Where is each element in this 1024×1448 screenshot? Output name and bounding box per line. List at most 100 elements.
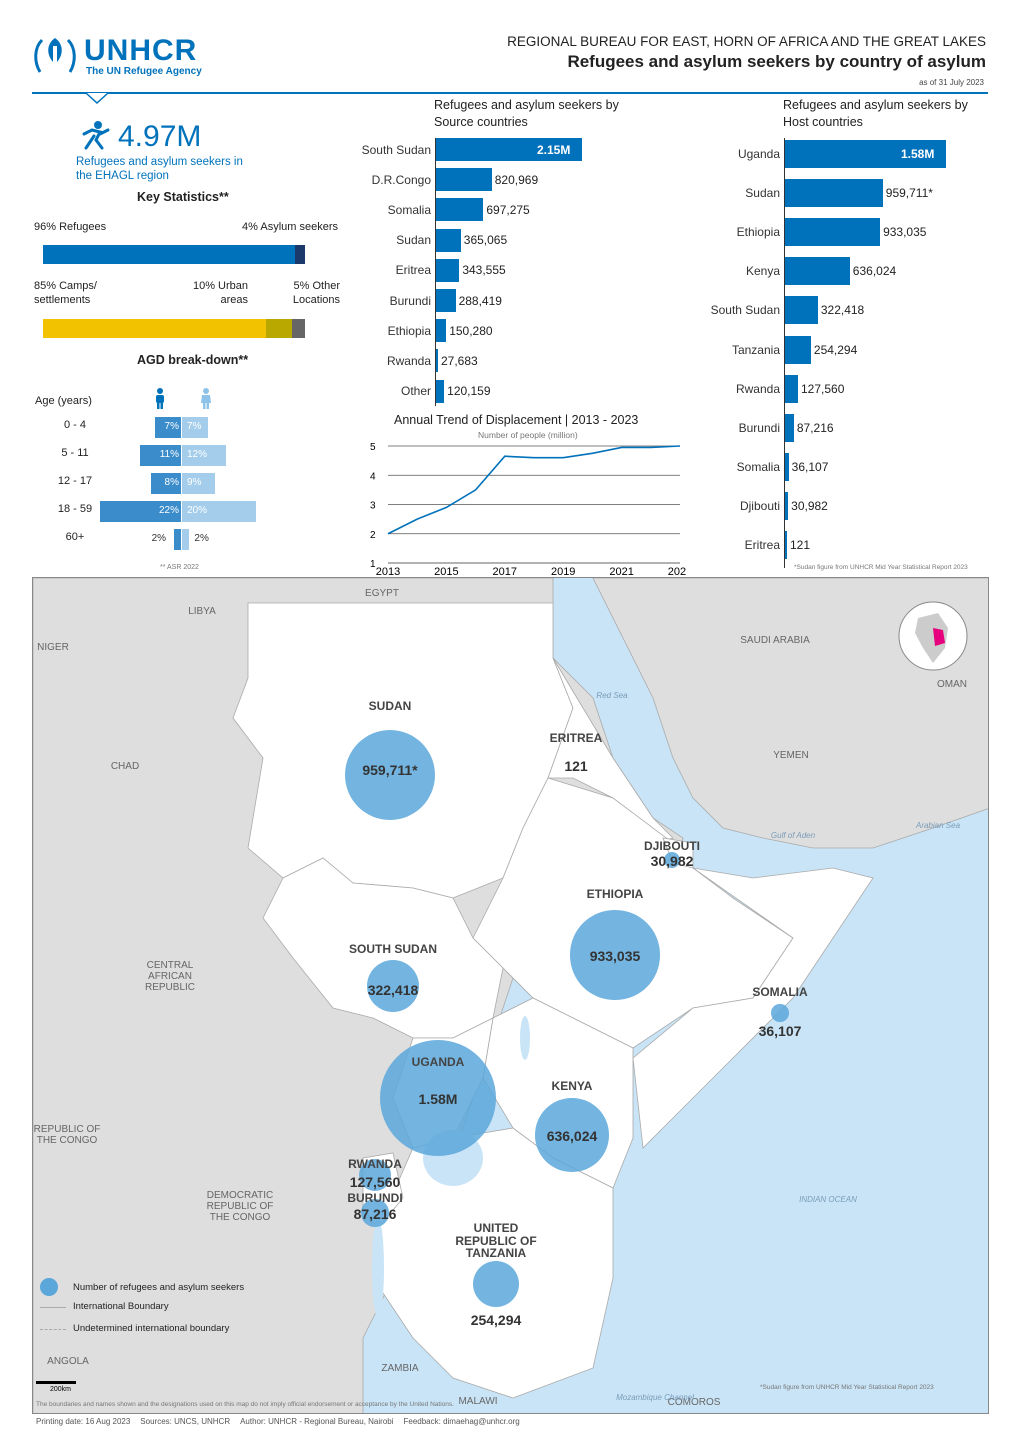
bar-value-label: 36,107	[791, 459, 829, 474]
source-axis	[435, 138, 436, 406]
bar-value-label: 127,560	[800, 381, 845, 396]
agd-male-value: 22%	[158, 505, 179, 516]
bar-category-label: Eritrea	[744, 538, 780, 552]
bar	[785, 374, 798, 403]
y-tick-label: 4	[370, 471, 376, 482]
agd-female-value: 12%	[187, 449, 208, 460]
map-sea-label: Mozambique Channel	[616, 1393, 694, 1402]
region-title: REGIONAL BUREAU FOR EAST, HORN OF AFRICA…	[507, 34, 986, 49]
agd-age-label: 60+	[65, 531, 85, 543]
map-bubble	[358, 1158, 392, 1192]
bar-value-label: 636,024	[852, 264, 897, 279]
map-sea-label: Red Sea	[596, 691, 628, 700]
bar-value-label: 697,275	[486, 202, 530, 217]
bar	[436, 319, 447, 343]
bar-value-label: 120,159	[447, 384, 491, 399]
unhcr-logo: UNHCR The UN Refugee Agency	[32, 34, 212, 80]
map-bubble	[663, 851, 681, 869]
agd-male-value: 8%	[164, 477, 179, 488]
map-value-label: 30,982	[650, 853, 694, 869]
map-country-label: BURUNDI	[347, 1191, 403, 1205]
bar-category-label: Ethiopia	[387, 323, 431, 338]
urban-segment	[265, 319, 292, 338]
agd-male-bar	[99, 501, 181, 522]
agd-female-value: 9%	[187, 477, 202, 488]
female-icon	[201, 388, 211, 409]
trend-ylabel: Number of people (million)	[478, 430, 578, 440]
agd-male-bar	[155, 417, 181, 438]
host-axis	[784, 138, 785, 568]
agd-female-value: 20%	[187, 505, 208, 516]
map-disclaimer: The boundaries and names shown and the d…	[36, 1401, 454, 1408]
legend-boundary-label: International Boundary	[73, 1301, 169, 1312]
bar-value-label: 27,683	[441, 353, 478, 368]
bar	[785, 531, 787, 559]
bar	[785, 335, 811, 364]
agd-female-value: 7%	[187, 421, 202, 432]
x-tick-label: 2015	[434, 566, 458, 578]
map-neighbor-label: MALAWI	[458, 1396, 498, 1407]
agd-female-bar	[182, 501, 256, 522]
map-value-label: 127,560	[349, 1174, 401, 1190]
urban-label: 10% Urban areas	[192, 280, 248, 307]
logo-subtext: The UN Refugee Agency	[86, 66, 202, 77]
camps-label: 85% Camps/ settlements	[34, 280, 97, 307]
bar-category-label: Kenya	[745, 264, 780, 279]
map-neighbor-label: YEMEN	[773, 750, 809, 761]
map-svg	[33, 578, 988, 1413]
other-segment	[291, 319, 305, 338]
laurel-icon	[34, 38, 76, 73]
x-tick-label: 2013	[376, 566, 400, 578]
land-arabia	[592, 578, 988, 849]
person-running-icon	[82, 121, 110, 150]
map-country-label: SUDAN	[368, 699, 412, 713]
page-title: Refugees and asylum seekers by country o…	[567, 52, 986, 71]
bar	[785, 218, 881, 247]
bar-value-label: 322,418	[820, 303, 865, 318]
map-bubble	[472, 1260, 520, 1308]
map-bubble	[380, 1040, 496, 1156]
map-note: *Sudan figure from UNHCR Mid Year Statis…	[760, 1384, 934, 1391]
legend-bubble-label: Number of refugees and asylum seekers	[73, 1282, 245, 1293]
bar	[785, 491, 789, 520]
map-value-label: 322,418	[367, 982, 419, 998]
header-notch	[86, 92, 108, 104]
bar	[436, 228, 461, 252]
header-rule	[32, 92, 988, 94]
agd-footnote: ** ASR 2022	[160, 564, 199, 571]
map-neighbor-label: COMOROS	[667, 1397, 721, 1408]
x-tick-label: 2019	[551, 566, 575, 578]
host-chart-title: Refugees and asylum seekers by Host coun…	[783, 98, 968, 129]
y-tick-label: 1	[370, 559, 376, 570]
map-bubble	[361, 1199, 389, 1227]
agd-age-label: 0 - 4	[63, 419, 86, 431]
bar-category-label: Tanzania	[731, 342, 780, 357]
map-value-label: 933,035	[589, 948, 641, 964]
map-sea-label: Arabian Sea	[915, 821, 961, 830]
map-neighbor-label: ANGOLA	[47, 1356, 89, 1367]
scale-bar	[36, 1381, 76, 1384]
other-label: 5% Other Locations	[292, 280, 340, 307]
bar	[436, 138, 582, 161]
map-country-label: DJIBOUTI	[643, 839, 700, 853]
map-bubble	[535, 1098, 609, 1172]
bar-category-label: Rwanda	[735, 381, 780, 396]
bar-value-label: 87,216	[796, 420, 834, 435]
map-neighbor-label: LIBYA	[188, 606, 216, 617]
map-country-label: SOUTH SUDAN	[348, 942, 437, 956]
scale-label: 200km	[50, 1386, 72, 1393]
y-tick-label: 3	[370, 501, 376, 512]
map-country-label: UNITED REPUBLIC OF TANZANIA	[455, 1221, 537, 1261]
map-neighbor-label: REPUBLIC OF THE CONGO	[33, 1124, 101, 1146]
refugees-label: 96% Refugees	[34, 221, 107, 233]
y-tick-label: 2	[370, 530, 376, 541]
map-value-label: 87,216	[353, 1206, 397, 1222]
agd-female-value: 2%	[194, 533, 209, 544]
legend-undetermined-line	[40, 1329, 66, 1330]
footer-printing: Printing date: 16 Aug 2023	[36, 1417, 131, 1426]
y-tick-label: 5	[370, 442, 376, 453]
bar-category-label: Sudan	[745, 186, 780, 201]
footer-feedback[interactable]: Feedback: dimaehag@unhcr.org	[403, 1417, 520, 1426]
bar-category-label: Ethiopia	[736, 225, 780, 240]
bar-value-label: 2.15M	[537, 142, 571, 157]
